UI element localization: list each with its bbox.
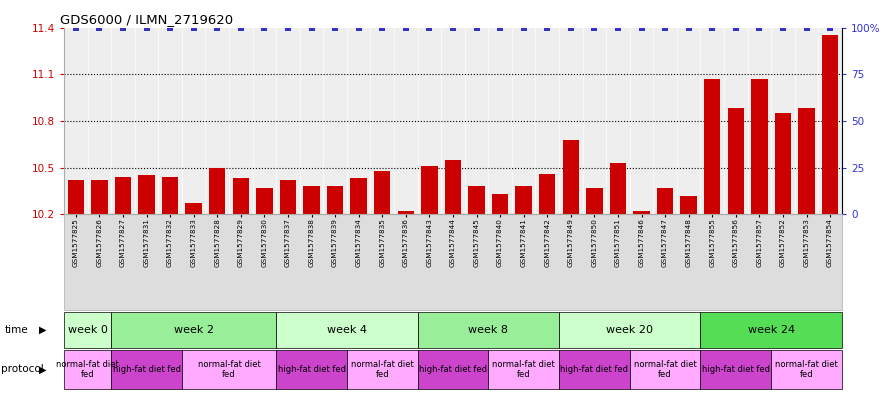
Bar [350, 178, 367, 214]
Bar [727, 108, 744, 214]
Bar [680, 195, 697, 214]
Bar [492, 194, 509, 214]
Text: high-fat diet fed: high-fat diet fed [277, 365, 346, 374]
Text: high-fat diet fed: high-fat diet fed [701, 365, 770, 374]
Bar [303, 186, 320, 214]
Text: high-fat diet fed: high-fat diet fed [419, 365, 487, 374]
Bar [469, 186, 485, 214]
Bar [610, 163, 626, 214]
Text: week 0: week 0 [68, 325, 108, 335]
Text: week 20: week 20 [606, 325, 653, 335]
Bar [397, 211, 414, 214]
Bar [444, 160, 461, 214]
Text: normal-fat diet
fed: normal-fat diet fed [351, 360, 413, 379]
Text: week 8: week 8 [469, 325, 509, 335]
Text: high-fat diet fed: high-fat diet fed [560, 365, 629, 374]
Bar [704, 79, 720, 214]
Text: normal-fat diet
fed: normal-fat diet fed [197, 360, 260, 379]
Bar [421, 166, 437, 214]
Bar [256, 188, 273, 214]
Text: normal-fat diet
fed: normal-fat diet fed [56, 360, 119, 379]
Text: week 2: week 2 [173, 325, 213, 335]
Bar [68, 180, 84, 214]
Bar [280, 180, 296, 214]
Text: week 4: week 4 [327, 325, 367, 335]
Text: normal-fat diet
fed: normal-fat diet fed [634, 360, 696, 379]
Text: high-fat diet fed: high-fat diet fed [113, 365, 180, 374]
Bar [139, 175, 155, 214]
Bar [751, 79, 767, 214]
Bar [186, 203, 202, 214]
Bar [821, 35, 838, 214]
Text: normal-fat diet
fed: normal-fat diet fed [775, 360, 838, 379]
Text: ▶: ▶ [39, 364, 46, 375]
Bar [233, 178, 249, 214]
Bar [563, 140, 579, 214]
Bar [774, 113, 791, 214]
Bar [539, 174, 556, 214]
Bar [162, 177, 179, 214]
Text: protocol: protocol [1, 364, 44, 375]
Text: ▶: ▶ [39, 325, 46, 335]
Bar [516, 186, 532, 214]
Text: GDS6000 / ILMN_2719620: GDS6000 / ILMN_2719620 [60, 13, 233, 26]
Bar [586, 188, 603, 214]
Bar [91, 180, 108, 214]
Bar [115, 177, 132, 214]
Text: week 24: week 24 [748, 325, 795, 335]
Bar [374, 171, 390, 214]
Bar [798, 108, 815, 214]
Bar [657, 188, 673, 214]
Text: time: time [4, 325, 28, 335]
Bar [209, 167, 226, 214]
Bar [633, 211, 650, 214]
Bar [327, 186, 343, 214]
Text: normal-fat diet
fed: normal-fat diet fed [493, 360, 555, 379]
